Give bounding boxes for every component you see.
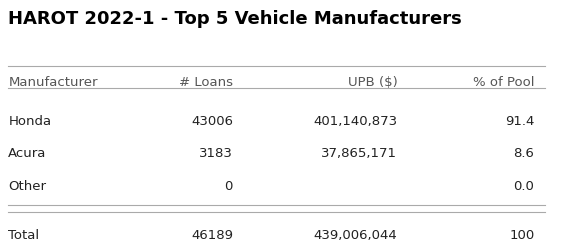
Text: Honda: Honda [8, 115, 51, 128]
Text: 439,006,044: 439,006,044 [314, 228, 397, 242]
Text: Manufacturer: Manufacturer [8, 76, 98, 89]
Text: 3183: 3183 [199, 147, 233, 160]
Text: 43006: 43006 [191, 115, 233, 128]
Text: 401,140,873: 401,140,873 [314, 115, 397, 128]
Text: 37,865,171: 37,865,171 [321, 147, 397, 160]
Text: Acura: Acura [8, 147, 47, 160]
Text: # Loans: # Loans [179, 76, 233, 89]
Text: HAROT 2022-1 - Top 5 Vehicle Manufacturers: HAROT 2022-1 - Top 5 Vehicle Manufacture… [8, 10, 462, 28]
Text: Total: Total [8, 228, 39, 242]
Text: % of Pool: % of Pool [473, 76, 534, 89]
Text: Other: Other [8, 180, 46, 193]
Text: 100: 100 [509, 228, 534, 242]
Text: 0.0: 0.0 [514, 180, 534, 193]
Text: 8.6: 8.6 [514, 147, 534, 160]
Text: UPB ($): UPB ($) [348, 76, 397, 89]
Text: 91.4: 91.4 [505, 115, 534, 128]
Text: 0: 0 [225, 180, 233, 193]
Text: 46189: 46189 [191, 228, 233, 242]
